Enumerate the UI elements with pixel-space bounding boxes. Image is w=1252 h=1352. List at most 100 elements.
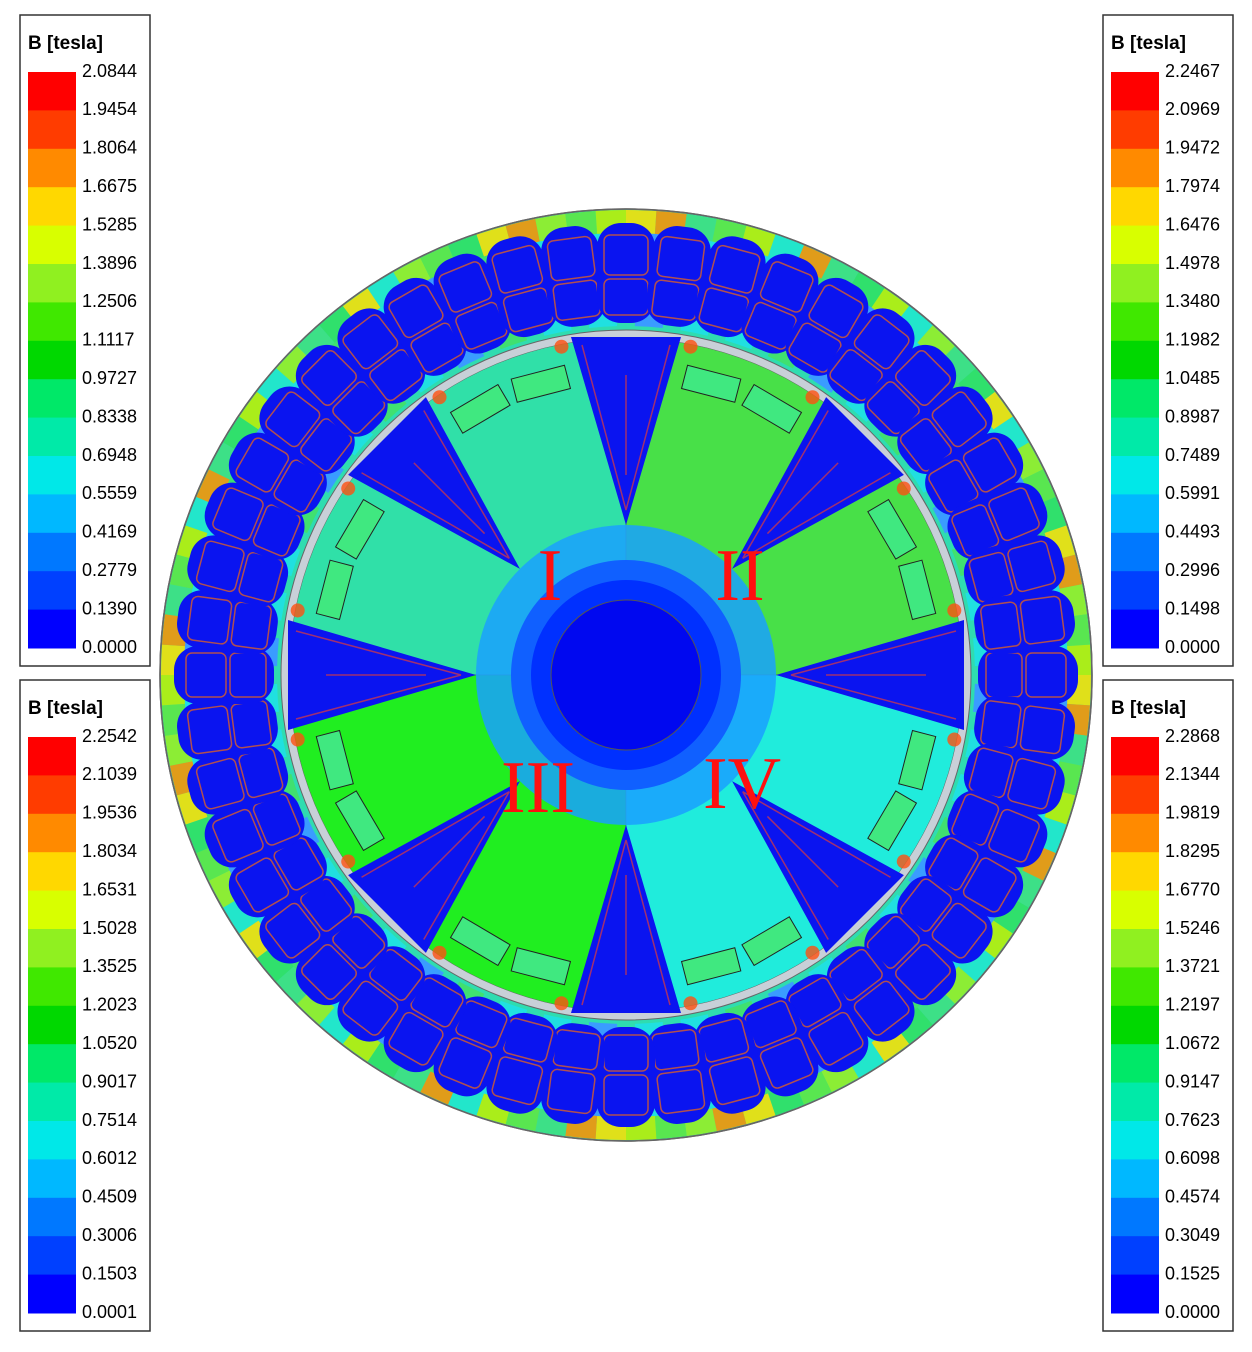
conductor: [962, 437, 1017, 493]
legend-label: 2.1039: [82, 764, 137, 784]
slot: [177, 695, 278, 760]
legend-title: B [tesla]: [28, 698, 103, 719]
barrier-outline: [790, 630, 957, 720]
legend: B [tesla] 2.2467 2.0969 1.9472 1.7974 1.6476 1…: [1102, 14, 1234, 667]
color-swatch: [28, 1121, 76, 1160]
legend-label: 0.1525: [1165, 1263, 1220, 1283]
legend-label: 0.0000: [82, 637, 137, 657]
barrier-outline: [295, 630, 462, 720]
legend-label: 0.9147: [1165, 1071, 1220, 1091]
magnet-group: [680, 916, 820, 1011]
legend-label: 0.4493: [1165, 522, 1220, 542]
hotspot: [554, 996, 569, 1011]
slot: [597, 1027, 655, 1127]
legend-label: 0.0000: [1165, 1302, 1220, 1322]
color-swatch: [1111, 72, 1159, 111]
pole-barrier: [571, 825, 681, 1013]
hotspot: [554, 339, 569, 354]
conductor: [1019, 595, 1066, 645]
legends: B [tesla] 2.0844 1.9454 1.8064 1.6675 1.5285 1…: [19, 14, 1234, 1332]
slot-shape: [826, 946, 915, 1042]
magnet-group: [680, 339, 820, 434]
legend-label: 0.7514: [82, 1110, 137, 1130]
conductor: [388, 284, 444, 339]
hotspot: [896, 481, 911, 496]
legend-label: 1.2506: [82, 291, 137, 311]
conductor: [656, 235, 706, 282]
conductor: [212, 808, 264, 863]
slot-shape: [259, 875, 355, 964]
barrier-outline: [361, 410, 510, 559]
color-swatch: [28, 1044, 76, 1084]
slot-shape: [486, 236, 558, 338]
color-swatch: [1111, 1236, 1159, 1276]
slot-shape: [974, 590, 1075, 655]
legend-label: 0.6012: [82, 1148, 137, 1168]
pole-barrier: [571, 337, 681, 525]
magnet: [867, 498, 918, 560]
stator-flux: [297, 986, 336, 1025]
color-swatch: [28, 1082, 76, 1122]
legend-label: 1.5246: [1165, 918, 1220, 938]
legend-label: 0.1498: [1165, 598, 1220, 618]
color-swatch: [28, 72, 76, 111]
conductor: [342, 314, 399, 370]
color-swatch: [1111, 1005, 1159, 1045]
legend: B [tesla] 2.2868 2.1344 1.9819 1.8295 1.6770 1…: [1102, 679, 1234, 1332]
legend-title: B [tesla]: [1111, 698, 1186, 719]
stator-flux: [991, 416, 1029, 455]
stator-flux: [937, 965, 976, 1004]
color-swatch: [1111, 1044, 1159, 1084]
color-swatch: [1111, 1274, 1159, 1314]
conductor: [491, 1056, 544, 1106]
magnet-group: [867, 729, 962, 869]
slot-shape: [541, 226, 606, 327]
color-swatch: [1111, 494, 1159, 534]
conductor: [759, 1037, 814, 1089]
slot: [597, 223, 655, 323]
legend-label: 0.5559: [82, 483, 137, 503]
conductor: [759, 261, 814, 313]
stator-flux: [319, 1005, 359, 1044]
magnet: [334, 790, 385, 852]
legend-label: 0.4509: [82, 1187, 137, 1207]
color-swatch: [1111, 1159, 1159, 1199]
legend-label: 0.6098: [1165, 1148, 1220, 1168]
legend-label: 1.5028: [82, 918, 137, 938]
magnet: [315, 729, 354, 791]
color-swatch: [28, 494, 76, 534]
legend-label: 1.2197: [1165, 995, 1220, 1015]
conductor: [212, 487, 264, 542]
legend-label: 1.8064: [82, 138, 137, 158]
legend-label: 1.5285: [82, 214, 137, 234]
slot-shape: [541, 1023, 606, 1124]
magnet: [741, 916, 803, 967]
stator-flux: [257, 942, 296, 982]
color-swatch: [1111, 609, 1159, 649]
legend-label: 1.1117: [82, 330, 134, 350]
conductor: [546, 1068, 596, 1115]
color-swatch: [1111, 417, 1159, 457]
stator-flux: [846, 272, 885, 310]
legend-label: 1.1982: [1165, 330, 1220, 350]
slot-shape: [177, 695, 278, 760]
color-swatch: [28, 813, 76, 853]
legend-label: 1.3896: [82, 253, 137, 273]
conductor: [853, 980, 910, 1036]
legend-label: 0.0001: [82, 1302, 137, 1322]
color-swatch: [1111, 148, 1159, 188]
color-swatch: [28, 775, 76, 815]
slot: [187, 743, 289, 815]
conductor: [808, 1011, 864, 1066]
conductor: [265, 391, 321, 448]
legend-label: 1.9454: [82, 99, 137, 119]
color-swatch: [1111, 264, 1159, 303]
conductor: [438, 1037, 493, 1089]
legend-label: 0.9017: [82, 1071, 137, 1091]
color-swatch: [28, 456, 76, 495]
magnet-group: [867, 481, 962, 621]
color-swatch: [28, 609, 76, 649]
hotspot: [947, 603, 962, 618]
legend-label: 0.7489: [1165, 445, 1220, 465]
slot-shape: [337, 946, 426, 1042]
